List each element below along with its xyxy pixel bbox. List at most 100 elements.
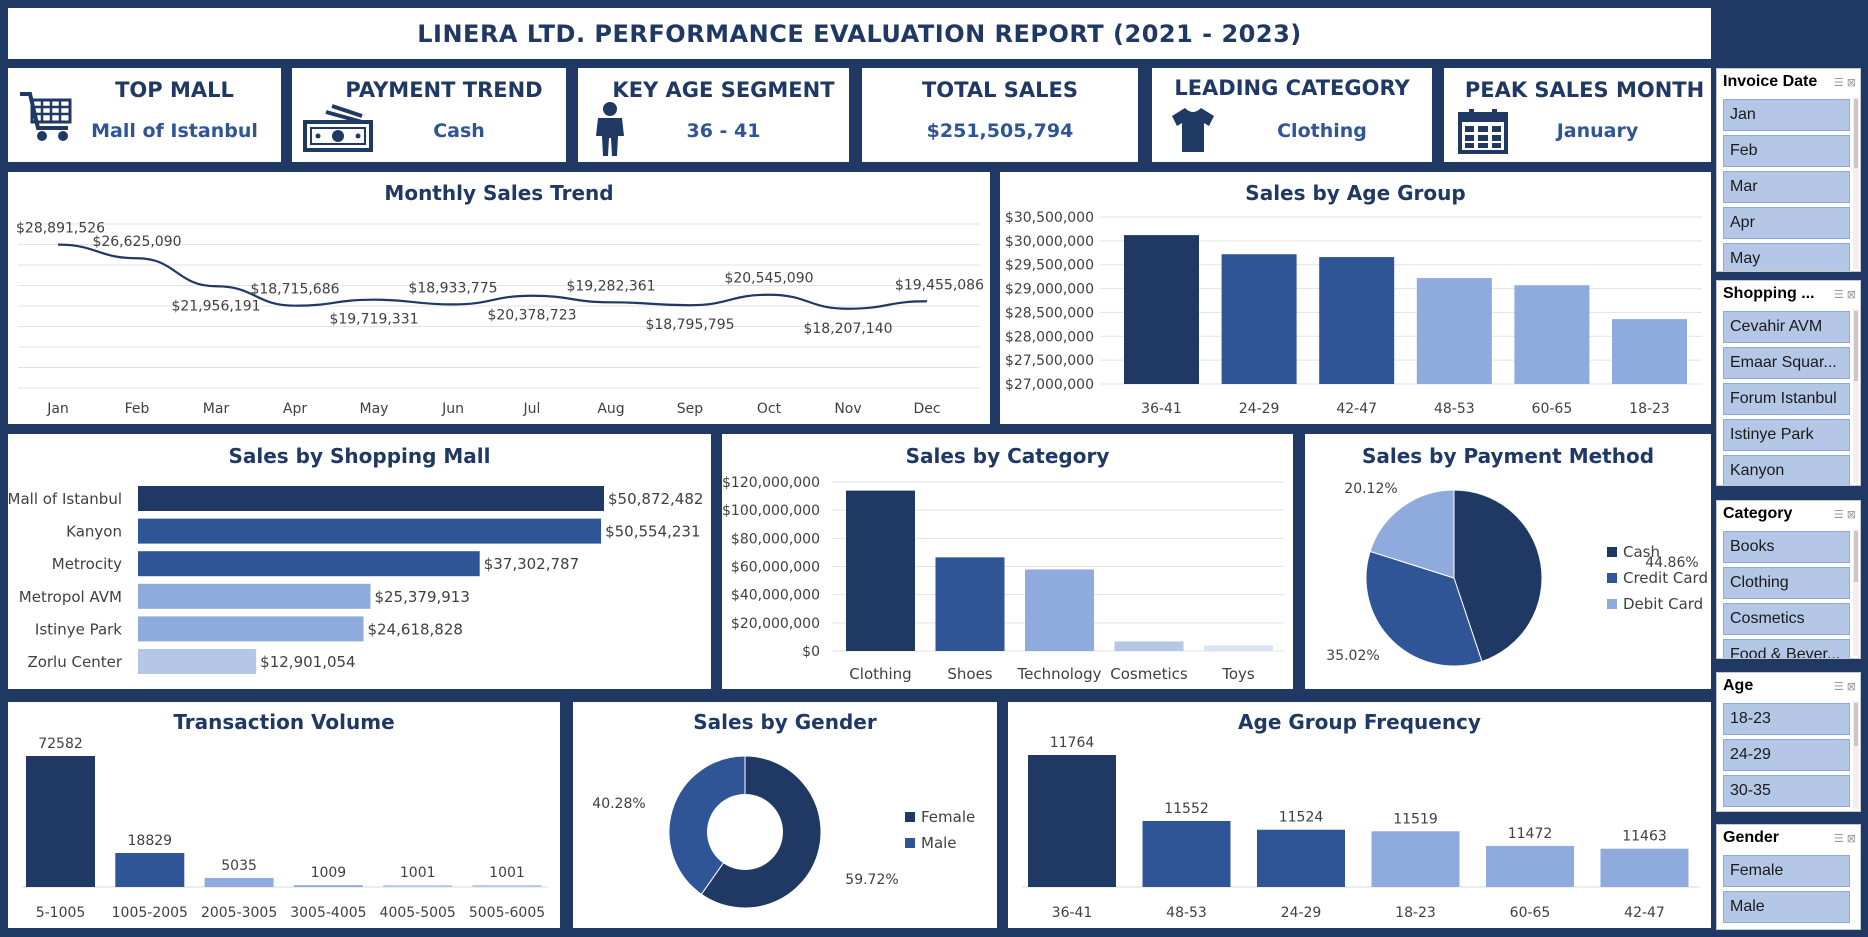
slicer-item[interactable]: Clothing xyxy=(1723,567,1850,599)
y-tick-label: $30,500,000 xyxy=(1005,210,1094,226)
kpi-value: Cash xyxy=(433,120,485,142)
slicer-header: Gender ☰ ⊠ xyxy=(1717,825,1860,851)
slicer-age[interactable]: Age ☰ ⊠ 18-23 24-29 30-35 xyxy=(1716,672,1861,812)
bar xyxy=(1319,257,1395,384)
slicer-multiselect-clear-icons[interactable]: ☰ ⊠ xyxy=(1833,288,1856,301)
slicer-item[interactable]: Kanyon xyxy=(1723,455,1850,485)
kpi-title: TOP MALL xyxy=(115,78,234,102)
legend-label: Female xyxy=(921,808,975,826)
sales-line xyxy=(57,243,928,310)
y-tick-label: $40,000,000 xyxy=(731,588,820,604)
slicer-item[interactable]: 24-29 xyxy=(1723,739,1850,771)
y-tick-label: $29,500,000 xyxy=(1005,258,1094,274)
y-tick-label: Metropol AVM xyxy=(19,588,122,606)
slicer-item[interactable]: Forum Istanbul xyxy=(1723,383,1850,415)
data-label: $21,956,191 xyxy=(171,298,260,314)
y-tick-label: $28,000,000 xyxy=(1005,329,1094,345)
x-tick-label: 60-65 xyxy=(1532,401,1573,417)
x-tick-label: 24-29 xyxy=(1281,905,1322,921)
chart-title: Sales by Gender xyxy=(693,710,877,734)
x-tick-label: Clothing xyxy=(849,665,911,683)
data-label: 5035 xyxy=(221,858,257,874)
x-tick-label: Jun xyxy=(441,401,464,417)
slicer-invoice-date[interactable]: Invoice Date ☰ ⊠ Jan Feb Mar Apr May xyxy=(1716,68,1861,272)
chart-title: Sales by Category xyxy=(905,444,1110,468)
y-tick-label: $120,000,000 xyxy=(722,475,820,491)
y-tick-label: Mall of Istanbul xyxy=(8,490,122,508)
bar xyxy=(1204,645,1273,651)
data-label: 11524 xyxy=(1279,810,1324,826)
slicer-item[interactable]: Mar xyxy=(1723,171,1850,203)
x-tick-label: Oct xyxy=(757,401,782,417)
data-label: $26,625,090 xyxy=(92,234,181,250)
slicer-multiselect-clear-icons[interactable]: ☰ ⊠ xyxy=(1833,680,1856,693)
data-label: 1001 xyxy=(489,865,525,881)
slicer-shopping-mall[interactable]: Shopping ... ☰ ⊠ Cevahir AVM Emaar Squar… xyxy=(1716,280,1861,486)
x-tick-label: 42-47 xyxy=(1624,905,1665,921)
sales-by-payment-method-chart: Sales by Payment Method 44.86% 35.02% 20.1… xyxy=(1305,434,1711,689)
slicer-scrollbar[interactable] xyxy=(1853,97,1859,269)
bar xyxy=(1514,285,1590,384)
slicer-title: Age xyxy=(1723,677,1754,694)
legend-swatch xyxy=(1607,599,1617,609)
data-label: $50,872,482 xyxy=(608,490,703,508)
bar xyxy=(26,756,95,887)
slicer-scrollbar[interactable] xyxy=(1853,529,1859,656)
slicer-scrollbar[interactable] xyxy=(1853,701,1859,809)
slicer-item[interactable]: Female xyxy=(1723,855,1850,887)
tshirt-icon xyxy=(1172,108,1214,152)
slicer-multiselect-clear-icons[interactable]: ☰ ⊠ xyxy=(1833,508,1856,521)
data-label: $18,933,775 xyxy=(408,280,497,296)
bar xyxy=(1486,845,1574,887)
kpi-title: PEAK SALES MONTH xyxy=(1464,78,1705,102)
data-label: $28,891,526 xyxy=(16,221,105,237)
slicer-item[interactable]: Apr xyxy=(1723,207,1850,239)
slicer-item[interactable]: 18-23 xyxy=(1723,703,1850,735)
slicer-item[interactable]: Emaar Squar... xyxy=(1723,347,1850,379)
slicer-item[interactable]: Feb xyxy=(1723,135,1850,167)
kpi-value: Clothing xyxy=(1277,120,1367,142)
slicer-item[interactable]: Cosmetics xyxy=(1723,603,1850,635)
x-tick-label: Jan xyxy=(46,401,69,417)
data-label: $50,554,231 xyxy=(605,523,700,541)
chart-title: Sales by Age Group xyxy=(1245,181,1466,205)
age-group-frequency-chart: Age Group Frequency 11764 36-41 11552 48-53… xyxy=(1008,702,1711,928)
y-tick-label: $0 xyxy=(802,644,820,660)
slicer-header: Shopping ... ☰ ⊠ xyxy=(1717,281,1860,307)
x-tick-label: Technology xyxy=(1016,665,1101,683)
slicer-item[interactable]: Cevahir AVM xyxy=(1723,311,1850,343)
kpi-value: January xyxy=(1556,120,1639,142)
data-label: 59.72% xyxy=(845,872,898,888)
legend-swatch xyxy=(905,812,915,822)
slicer-multiselect-clear-icons[interactable]: ☰ ⊠ xyxy=(1833,76,1856,89)
slicer-item[interactable]: 30-35 xyxy=(1723,775,1850,807)
slicer-item[interactable]: Istinye Park xyxy=(1723,419,1850,451)
transaction-volume-chart: Transaction Volume 72582 5-1005 18829 1005-… xyxy=(8,702,560,928)
slicer-item[interactable]: Books xyxy=(1723,531,1850,563)
calendar-icon xyxy=(1458,109,1508,154)
kpi-value: 36 - 41 xyxy=(686,120,761,142)
age-frequency-bar-svg: 11764 36-41 11552 48-53 11524 24-29 11519 18-23… xyxy=(1022,735,1700,921)
bar xyxy=(472,885,542,887)
y-tick-label: $29,000,000 xyxy=(1005,282,1094,298)
slicer-multiselect-clear-icons[interactable]: ☰ ⊠ xyxy=(1833,832,1856,845)
kpi-card-key-age-segment: KEY AGE SEGMENT 36 - 41 xyxy=(578,68,849,162)
x-tick-label: Toys xyxy=(1221,665,1255,683)
slicer-item[interactable]: Jan xyxy=(1723,99,1850,131)
slicer-category[interactable]: Category ☰ ⊠ Books Clothing Cosmetics Fo… xyxy=(1716,500,1861,659)
slicer-header: Invoice Date ☰ ⊠ xyxy=(1717,69,1860,95)
slicer-item[interactable]: Food & Bever... xyxy=(1723,639,1850,658)
bar xyxy=(1257,829,1345,887)
slicer-item[interactable]: May xyxy=(1723,243,1850,271)
transaction-bar-svg: 72582 5-1005 18829 1005-2005 5035 2005-3005 10… xyxy=(22,736,548,921)
slicer-gender[interactable]: Gender ☰ ⊠ Female Male xyxy=(1716,824,1861,930)
data-label: 40.28% xyxy=(592,796,645,812)
data-label: $19,719,331 xyxy=(329,312,418,328)
bar xyxy=(1371,831,1460,887)
report-title: LINERA LTD. PERFORMANCE EVALUATION REPOR… xyxy=(417,19,1302,48)
bar xyxy=(293,885,363,887)
x-tick-label: 36-41 xyxy=(1052,905,1093,921)
bar xyxy=(1025,569,1094,651)
slicer-scrollbar[interactable] xyxy=(1853,309,1859,483)
slicer-item[interactable]: Male xyxy=(1723,891,1850,923)
